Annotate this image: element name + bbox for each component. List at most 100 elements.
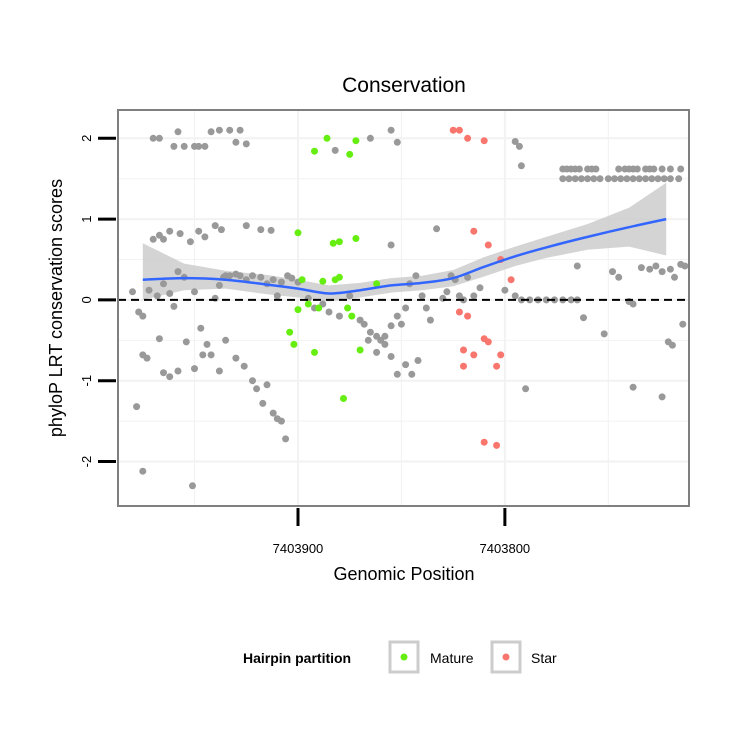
point-other <box>143 354 151 362</box>
point-other <box>522 385 530 393</box>
point-other <box>226 126 234 134</box>
point-other <box>677 165 685 173</box>
point-other <box>199 351 207 359</box>
point-other <box>364 336 372 344</box>
point-mature <box>294 229 302 237</box>
point-other <box>476 284 484 292</box>
point-other <box>240 362 248 370</box>
point-star <box>455 308 463 316</box>
point-mature <box>352 137 360 145</box>
point-other <box>671 273 678 281</box>
point-other <box>648 175 656 183</box>
point-other <box>215 367 223 375</box>
point-other <box>166 227 174 235</box>
legend: Hairpin partition Mature Star <box>243 640 557 674</box>
point-other <box>180 142 188 150</box>
point-mature <box>373 280 381 288</box>
point-other <box>331 146 339 154</box>
legend-label-star: Star <box>531 650 557 666</box>
point-star <box>455 126 463 134</box>
y-tick-label: 1 <box>79 215 94 222</box>
point-other <box>201 233 209 241</box>
point-other <box>635 175 643 183</box>
point-mature <box>319 277 327 285</box>
point-mature <box>290 340 298 348</box>
point-other <box>666 175 674 183</box>
point-other <box>658 268 666 276</box>
point-other <box>155 134 163 142</box>
point-other <box>646 265 654 273</box>
point-mature <box>344 304 352 312</box>
point-other <box>139 312 147 320</box>
point-mature <box>346 150 354 158</box>
point-other <box>211 222 219 230</box>
point-other <box>242 140 250 148</box>
y-axis: -2 -1 0 1 2 <box>79 135 116 468</box>
x-tick-label: 7403900 <box>273 541 324 556</box>
point-mature <box>340 395 347 402</box>
point-other <box>269 409 277 417</box>
point-other <box>652 262 660 270</box>
point-other <box>166 290 174 297</box>
point-other <box>249 377 256 385</box>
point-star <box>484 338 492 346</box>
point-other <box>615 273 623 281</box>
point-other <box>387 126 395 134</box>
point-other <box>402 361 410 369</box>
point-star <box>449 126 457 134</box>
point-other <box>174 128 182 136</box>
data-points <box>129 126 689 490</box>
point-other <box>170 302 178 310</box>
point-mature <box>356 346 364 354</box>
y-tick-label: 2 <box>79 135 94 142</box>
point-other <box>242 222 250 230</box>
point-other <box>335 312 343 320</box>
point-other <box>596 175 604 183</box>
point-other <box>267 226 275 234</box>
point-other <box>201 142 209 150</box>
point-other <box>236 126 244 134</box>
point-other <box>511 138 519 145</box>
point-other <box>381 340 389 348</box>
point-other <box>517 162 525 170</box>
point-other <box>174 367 182 375</box>
point-other <box>170 142 178 150</box>
point-other <box>189 482 196 490</box>
point-other <box>629 383 637 391</box>
point-other <box>397 320 405 328</box>
point-mature <box>323 134 331 142</box>
smooth-curve <box>142 217 667 295</box>
y-tick-label: -2 <box>79 456 94 468</box>
point-other <box>387 322 395 330</box>
point-other <box>629 175 637 183</box>
point-other <box>668 341 676 349</box>
point-other <box>346 292 354 300</box>
point-other <box>666 265 674 273</box>
point-other <box>176 230 184 238</box>
point-other <box>681 262 689 270</box>
point-other <box>366 134 374 142</box>
point-other <box>215 281 223 289</box>
legend-dot-star <box>502 653 510 661</box>
point-other <box>232 138 240 146</box>
point-other <box>660 175 668 183</box>
point-other <box>575 165 583 173</box>
point-other <box>654 175 662 183</box>
point-other <box>253 385 261 393</box>
point-mature <box>311 348 318 356</box>
point-other <box>580 314 587 322</box>
point-other <box>155 335 163 343</box>
point-other <box>633 165 641 173</box>
point-other <box>282 435 290 443</box>
point-other <box>207 128 215 136</box>
legend-title: Hairpin partition <box>243 650 351 666</box>
point-mature <box>335 273 343 281</box>
point-other <box>526 296 534 304</box>
point-other <box>402 304 410 312</box>
point-mature <box>315 304 323 312</box>
point-other <box>559 175 567 183</box>
point-star <box>480 137 488 145</box>
point-star <box>464 134 472 142</box>
point-other <box>145 286 153 294</box>
